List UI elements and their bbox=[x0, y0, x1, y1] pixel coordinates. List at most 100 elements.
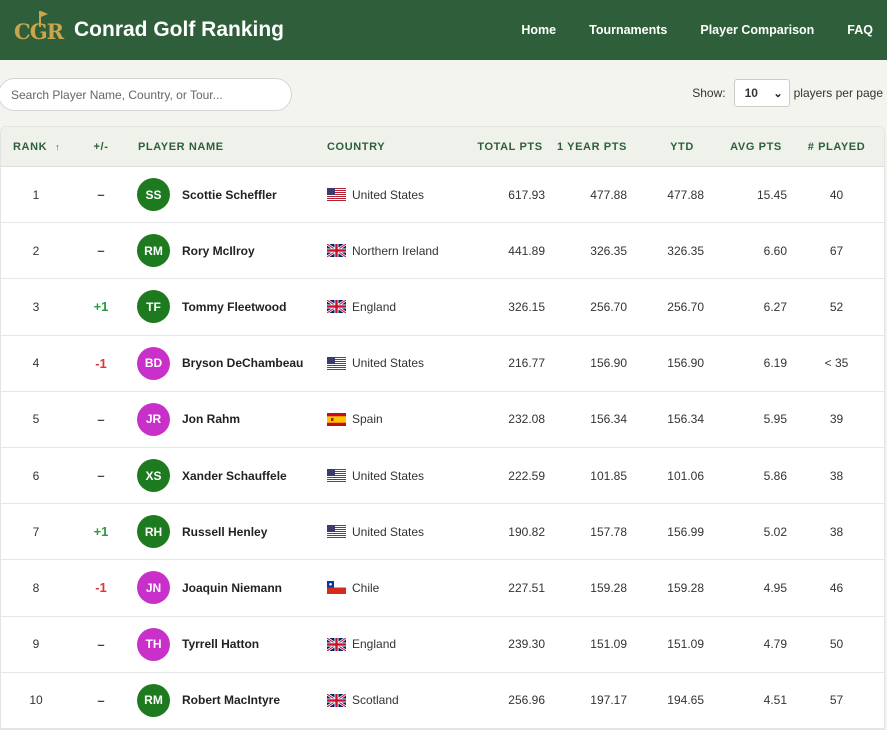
column-header-country[interactable]: COUNTRY bbox=[327, 140, 386, 153]
player-cell[interactable]: JN Joaquin Niemann bbox=[131, 571, 321, 605]
country-flag-icon bbox=[327, 188, 352, 202]
country-name: England bbox=[352, 637, 397, 652]
player-name[interactable]: Jon Rahm bbox=[182, 412, 241, 427]
rank-cell: 9 bbox=[32, 637, 40, 652]
table-row-3[interactable]: 3 +1 TF Tommy Fleetwood England 326.15 2… bbox=[1, 279, 884, 336]
sort-ascending-icon: ↑ bbox=[55, 141, 61, 152]
player-avatar: JN bbox=[137, 571, 170, 605]
player-name[interactable]: Tommy Fleetwood bbox=[182, 299, 287, 314]
player-name[interactable]: Bryson DeChambeau bbox=[182, 356, 304, 371]
player-name[interactable]: Rory McIlroy bbox=[182, 243, 255, 258]
year-pts-cell: 159.28 bbox=[590, 580, 627, 595]
avg-pts-cell: 6.19 bbox=[763, 356, 787, 371]
total-pts-cell: 441.89 bbox=[508, 243, 545, 258]
table-row-4[interactable]: 4 -1 BD Bryson DeChambeau United States … bbox=[1, 336, 884, 392]
player-avatar: JR bbox=[137, 402, 170, 436]
total-pts-cell: 227.51 bbox=[508, 580, 545, 595]
country-flag-icon bbox=[327, 300, 352, 314]
player-cell[interactable]: RH Russell Henley bbox=[131, 515, 321, 549]
nav-player-comparison[interactable]: Player Comparison bbox=[700, 23, 815, 37]
move-cell: +1 bbox=[93, 524, 109, 540]
player-avatar: TH bbox=[137, 627, 170, 661]
top-navbar: CGR Conrad Golf Ranking Home Tournaments… bbox=[0, 0, 887, 60]
site-title[interactable]: Conrad Golf Ranking bbox=[74, 18, 284, 41]
table-row-6[interactable]: 6 – XS Xander Schauffele United States 2… bbox=[1, 448, 884, 505]
total-pts-cell: 232.08 bbox=[508, 412, 545, 427]
column-header-ytd[interactable]: YTD bbox=[670, 140, 694, 153]
per-page-suffix: players per page bbox=[793, 86, 883, 100]
country-name: United States bbox=[352, 524, 425, 539]
column-header-avg-pts[interactable]: AVG PTS bbox=[730, 140, 782, 153]
search-input[interactable] bbox=[0, 78, 292, 111]
country-cell: Scotland bbox=[321, 693, 457, 707]
year-pts-cell: 256.70 bbox=[590, 299, 627, 314]
player-cell[interactable]: RM Rory McIlroy bbox=[131, 234, 321, 268]
rank-cell: 7 bbox=[32, 524, 40, 539]
table-row-10[interactable]: 10 – RM Robert MacIntyre Scotland 256.96… bbox=[1, 673, 884, 729]
player-avatar: SS bbox=[137, 178, 170, 212]
table-row-1[interactable]: 1 – SS Scottie Scheffler United States 6… bbox=[1, 167, 884, 224]
nav-tournaments[interactable]: Tournaments bbox=[589, 23, 668, 37]
nav-home[interactable]: Home bbox=[521, 23, 557, 37]
ytd-cell: 326.35 bbox=[667, 243, 704, 258]
table-row-9[interactable]: 9 – TH Tyrrell Hatton England 239.30 151… bbox=[1, 617, 884, 673]
move-cell: – bbox=[97, 187, 105, 203]
move-cell: – bbox=[97, 692, 105, 708]
player-avatar: RM bbox=[137, 683, 170, 717]
column-header-rank[interactable]: RANK ↑ bbox=[1, 141, 71, 153]
player-cell[interactable]: RM Robert MacIntyre bbox=[131, 683, 321, 717]
played-cell: < 35 bbox=[824, 356, 849, 371]
country-name: United States bbox=[352, 356, 425, 371]
table-row-8[interactable]: 8 -1 JN Joaquin Niemann Chile 227.51 159… bbox=[1, 560, 884, 617]
table-row-5[interactable]: 5 – JR Jon Rahm Spain 232.08 156.34 156.… bbox=[1, 392, 884, 448]
player-cell[interactable]: BD Bryson DeChambeau bbox=[131, 346, 321, 380]
player-name[interactable]: Robert MacIntyre bbox=[182, 693, 281, 708]
avg-pts-cell: 4.79 bbox=[763, 637, 787, 652]
column-header-1-year-pts[interactable]: 1 YEAR PTS bbox=[557, 140, 627, 153]
total-pts-cell: 617.93 bbox=[508, 187, 545, 202]
total-pts-cell: 216.77 bbox=[508, 356, 545, 371]
per-page-control: Show: 10 ⌄ players per page bbox=[692, 79, 883, 107]
year-pts-cell: 157.78 bbox=[590, 524, 627, 539]
per-page-value: 10 bbox=[744, 86, 758, 100]
rank-cell: 8 bbox=[32, 580, 40, 595]
country-name: England bbox=[352, 299, 397, 314]
column-header-player[interactable]: PLAYER NAME bbox=[138, 140, 224, 153]
player-cell[interactable]: JR Jon Rahm bbox=[131, 402, 321, 436]
column-header-move[interactable]: +/- bbox=[93, 140, 109, 153]
avg-pts-cell: 4.95 bbox=[763, 580, 787, 595]
show-label: Show: bbox=[692, 86, 726, 100]
player-name[interactable]: Joaquin Niemann bbox=[182, 580, 283, 595]
player-cell[interactable]: TH Tyrrell Hatton bbox=[131, 627, 321, 661]
total-pts-cell: 190.82 bbox=[508, 524, 545, 539]
table-row-7[interactable]: 7 +1 RH Russell Henley United States 190… bbox=[1, 504, 884, 561]
country-flag-icon bbox=[327, 693, 352, 707]
player-cell[interactable]: XS Xander Schauffele bbox=[131, 459, 321, 493]
total-pts-cell: 326.15 bbox=[508, 299, 545, 314]
year-pts-cell: 326.35 bbox=[590, 243, 627, 258]
year-pts-cell: 101.85 bbox=[590, 468, 627, 483]
player-avatar: XS bbox=[137, 459, 170, 493]
country-cell: United States bbox=[321, 188, 457, 202]
table-row-2[interactable]: 2 – RM Rory McIlroy Northern Ireland 441… bbox=[1, 223, 884, 280]
per-page-select[interactable]: 10 ⌄ bbox=[733, 79, 790, 107]
player-name[interactable]: Scottie Scheffler bbox=[182, 187, 277, 202]
player-name[interactable]: Xander Schauffele bbox=[182, 468, 287, 483]
move-cell: – bbox=[97, 243, 105, 259]
year-pts-cell: 156.34 bbox=[590, 412, 627, 427]
column-header-total-pts[interactable]: TOTAL PTS bbox=[477, 140, 543, 153]
column-header-played[interactable]: # PLAYED bbox=[807, 140, 866, 153]
player-name[interactable]: Russell Henley bbox=[182, 524, 268, 539]
player-name[interactable]: Tyrrell Hatton bbox=[182, 637, 260, 652]
nav-faq[interactable]: FAQ bbox=[847, 23, 873, 37]
ytd-cell: 156.99 bbox=[667, 524, 704, 539]
player-cell[interactable]: SS Scottie Scheffler bbox=[131, 178, 321, 212]
country-cell: England bbox=[321, 637, 457, 651]
total-pts-cell: 239.30 bbox=[508, 637, 545, 652]
site-logo[interactable]: CGR bbox=[14, 11, 66, 45]
country-cell: United States bbox=[321, 356, 457, 370]
avg-pts-cell: 15.45 bbox=[756, 187, 787, 202]
year-pts-cell: 477.88 bbox=[590, 187, 627, 202]
player-cell[interactable]: TF Tommy Fleetwood bbox=[131, 290, 321, 324]
chevron-down-icon: ⌄ bbox=[773, 87, 783, 100]
